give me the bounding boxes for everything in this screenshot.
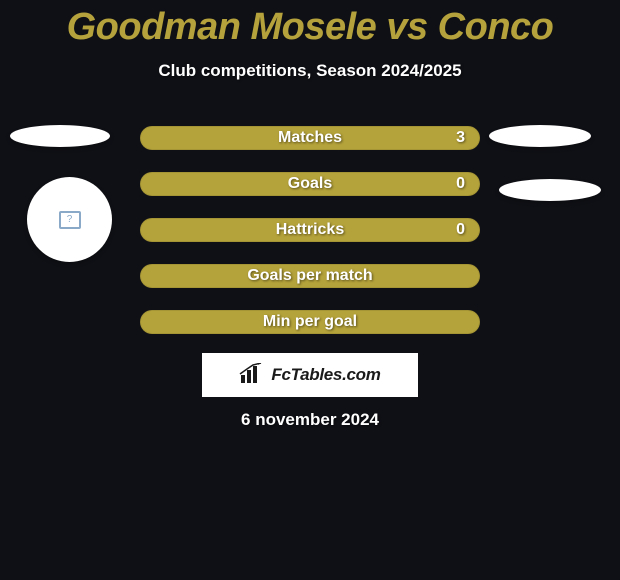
decorative-ellipse-3 xyxy=(499,179,601,201)
stat-row: Matches 3 xyxy=(140,126,480,150)
decorative-ellipse-1 xyxy=(10,125,110,147)
stat-row: Goals per match xyxy=(140,264,480,288)
stat-row: Goals 0 xyxy=(140,172,480,196)
subtitle: Club competitions, Season 2024/2025 xyxy=(0,61,620,81)
page-title: Goodman Mosele vs Conco xyxy=(0,0,620,49)
avatar: ? xyxy=(27,177,112,262)
decorative-ellipse-2 xyxy=(489,125,591,147)
chart-icon xyxy=(239,363,265,388)
stat-row: Min per goal xyxy=(140,310,480,334)
stat-label: Goals xyxy=(288,175,332,193)
stat-label: Hattricks xyxy=(276,221,344,239)
avatar-placeholder-icon: ? xyxy=(59,211,81,229)
stats-list: Matches 3 Goals 0 Hattricks 0 Goals per … xyxy=(140,126,480,356)
logo: FcTables.com xyxy=(202,353,418,397)
avatar-placeholder-glyph: ? xyxy=(67,214,73,225)
date: 6 november 2024 xyxy=(0,410,620,430)
stat-row: Hattricks 0 xyxy=(140,218,480,242)
stat-label: Matches xyxy=(278,129,342,147)
comparison-card: Goodman Mosele vs Conco Club competition… xyxy=(0,0,620,580)
stat-value: 3 xyxy=(456,129,465,147)
stat-value: 0 xyxy=(456,221,465,239)
stat-value: 0 xyxy=(456,175,465,193)
logo-text: FcTables.com xyxy=(271,365,380,385)
stat-label: Min per goal xyxy=(263,313,357,331)
stat-label: Goals per match xyxy=(247,267,372,285)
